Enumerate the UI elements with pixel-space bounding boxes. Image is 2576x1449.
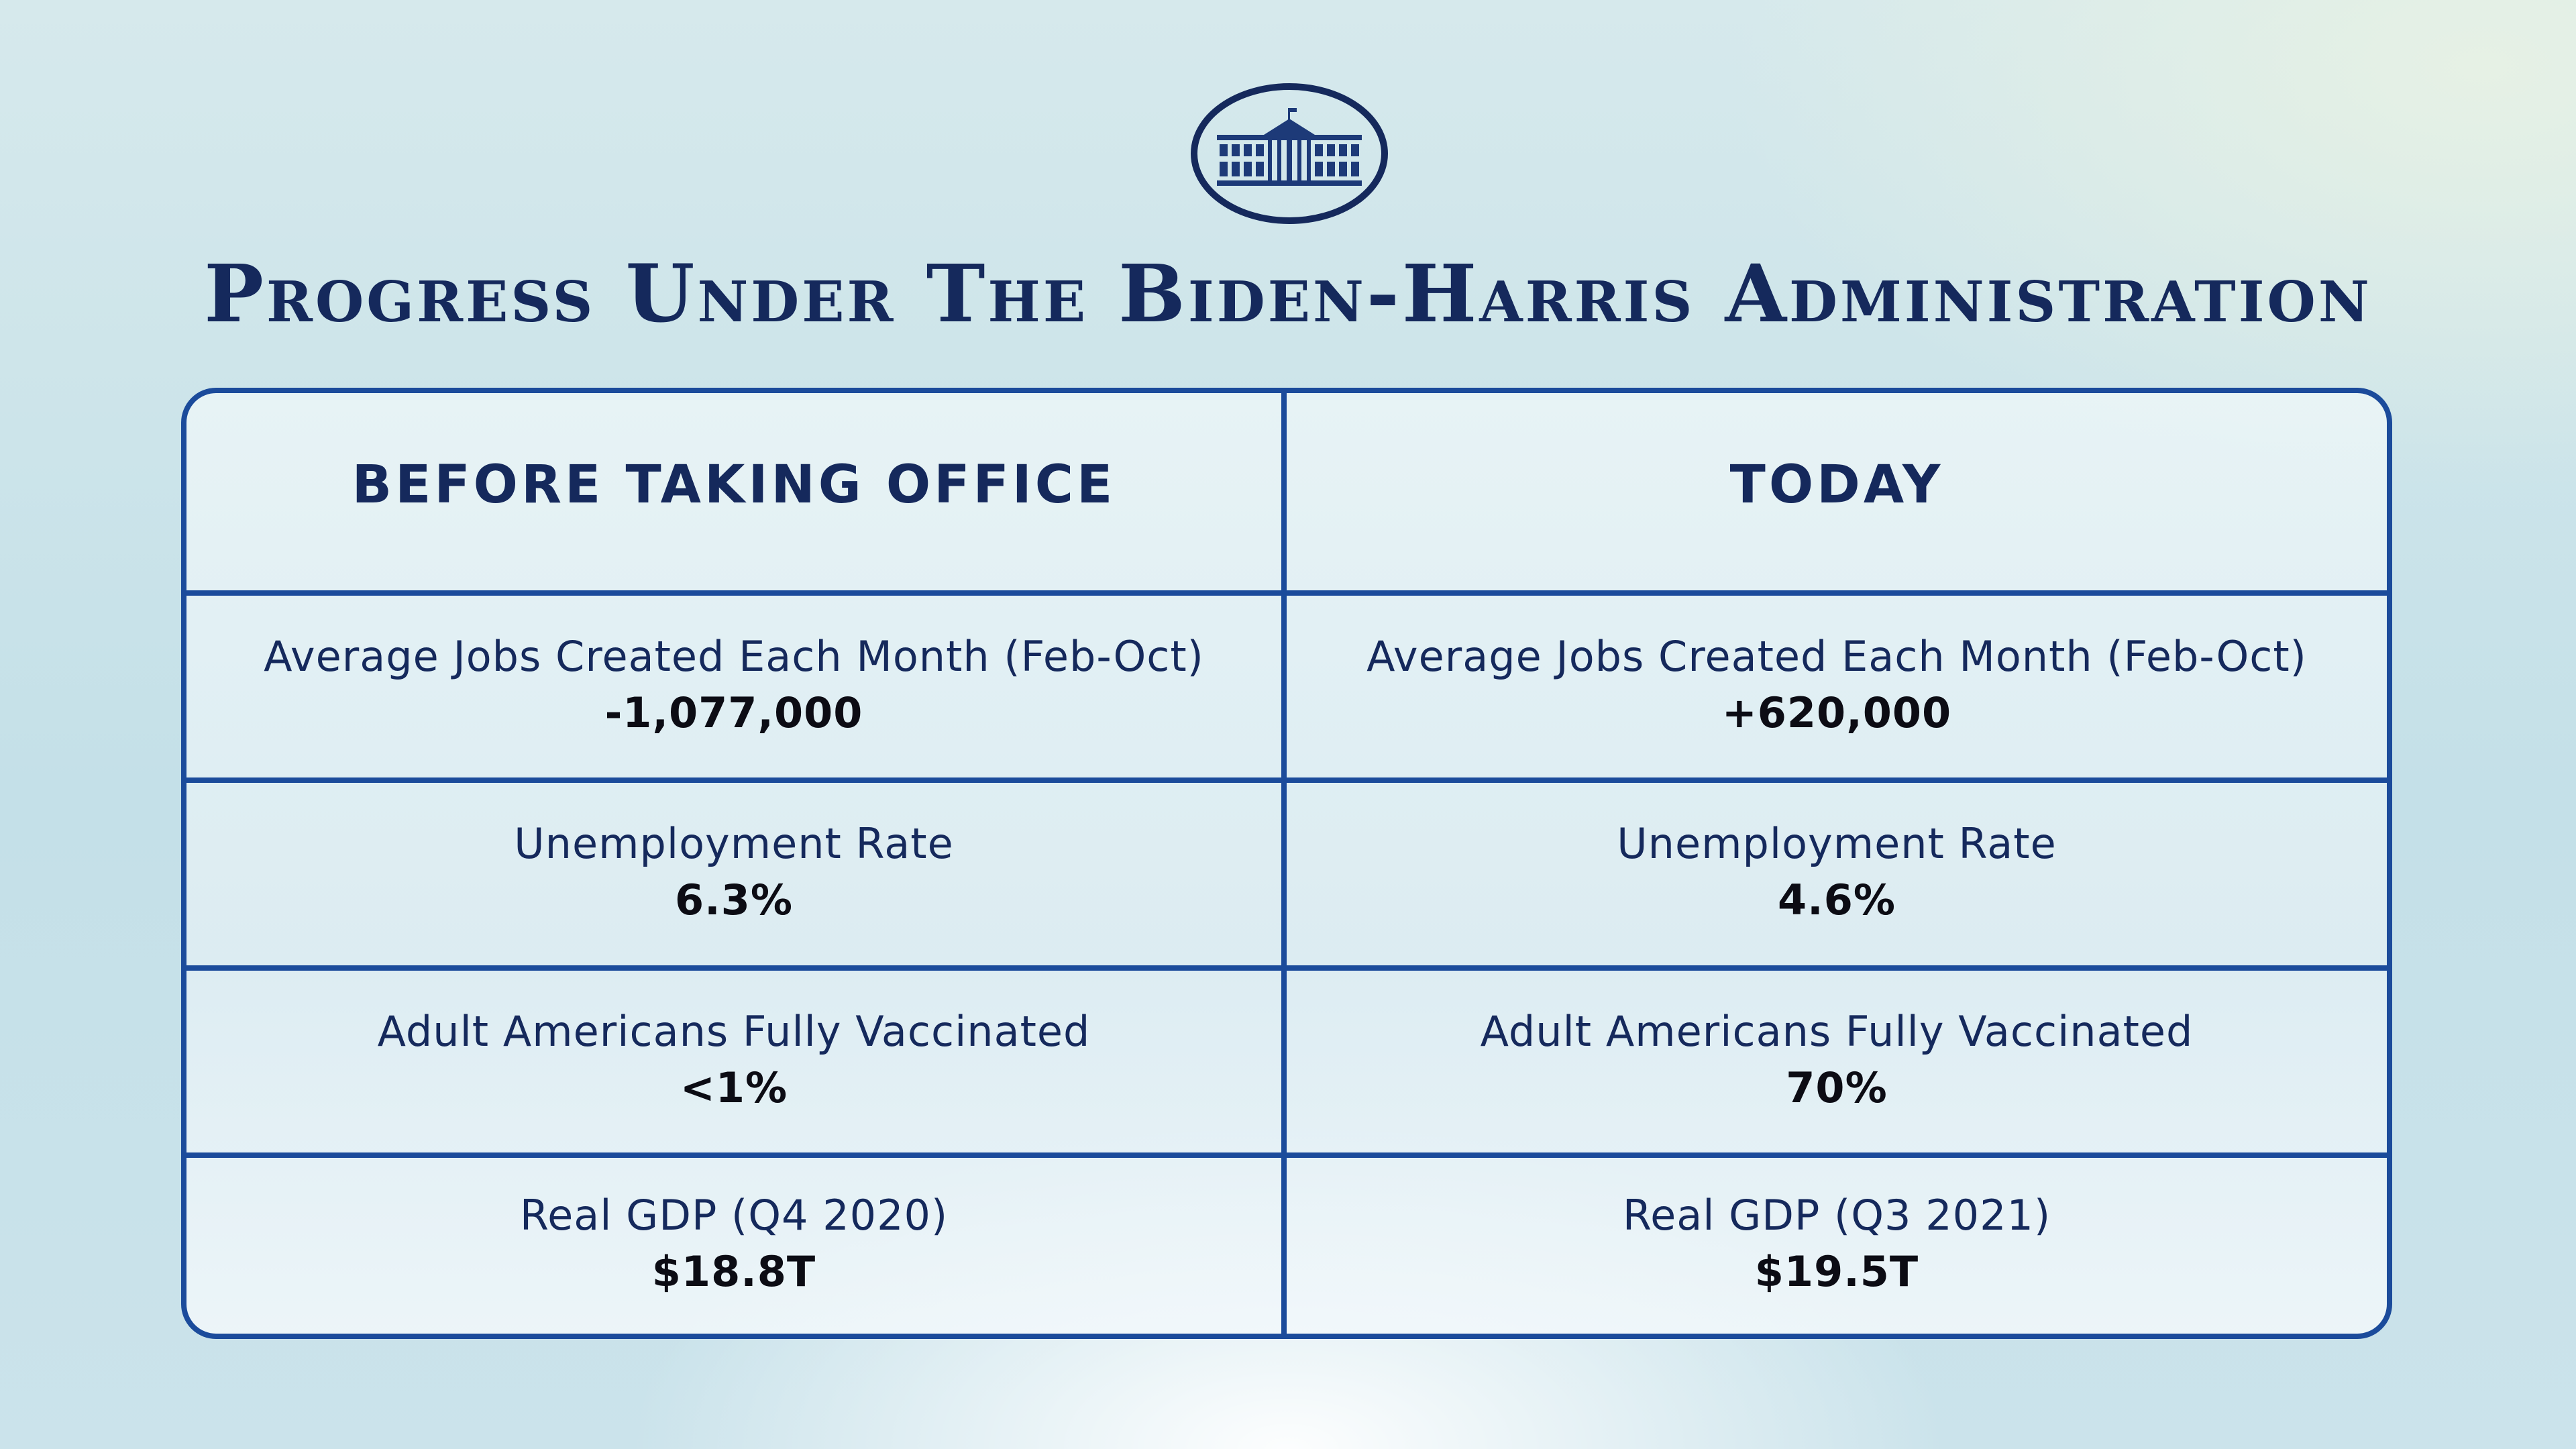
white-house-seal-icon xyxy=(1190,83,1389,225)
header-today: TODAY xyxy=(1287,393,2387,596)
row-label: Adult Americans Fully Vaccinated xyxy=(377,1006,1091,1056)
row-value: 4.6% xyxy=(1778,875,1896,924)
row-label: Unemployment Rate xyxy=(1617,819,2057,868)
cell-vaccinated-before: Adult Americans Fully Vaccinated <1% xyxy=(186,971,1287,1158)
cell-jobs-before: Average Jobs Created Each Month (Feb-Oct… xyxy=(186,596,1287,783)
row-value: 70% xyxy=(1786,1063,1888,1112)
header-before: BEFORE TAKING OFFICE xyxy=(186,393,1287,596)
cell-gdp-today: Real GDP (Q3 2021) $19.5T xyxy=(1287,1158,2387,1334)
cell-unemployment-before: Unemployment Rate 6.3% xyxy=(186,783,1287,971)
row-label: Average Jobs Created Each Month (Feb-Oct… xyxy=(1366,631,2307,681)
row-label: Real GDP (Q3 2021) xyxy=(1622,1191,2051,1240)
cell-unemployment-today: Unemployment Rate 4.6% xyxy=(1287,783,2387,971)
row-label: Real GDP (Q4 2020) xyxy=(519,1191,949,1240)
column-header-today: TODAY xyxy=(1729,455,1944,515)
row-label: Adult Americans Fully Vaccinated xyxy=(1480,1006,2194,1056)
page-title: Progress Under The Biden-Harris Administ… xyxy=(204,247,2372,340)
row-value: +620,000 xyxy=(1721,688,1952,737)
row-label: Average Jobs Created Each Month (Feb-Oct… xyxy=(264,631,1204,681)
comparison-table: BEFORE TAKING OFFICE TODAY Average Jobs … xyxy=(181,388,2392,1339)
cell-jobs-today: Average Jobs Created Each Month (Feb-Oct… xyxy=(1287,596,2387,783)
row-value: 6.3% xyxy=(675,875,793,924)
row-label: Unemployment Rate xyxy=(514,819,954,868)
row-value: $19.5T xyxy=(1754,1247,1919,1296)
row-value: $18.8T xyxy=(651,1247,816,1296)
cell-vaccinated-today: Adult Americans Fully Vaccinated 70% xyxy=(1287,971,2387,1158)
row-value: -1,077,000 xyxy=(604,688,863,737)
column-header-before: BEFORE TAKING OFFICE xyxy=(352,455,1116,515)
row-value: <1% xyxy=(680,1063,788,1112)
cell-gdp-before: Real GDP (Q4 2020) $18.8T xyxy=(186,1158,1287,1334)
